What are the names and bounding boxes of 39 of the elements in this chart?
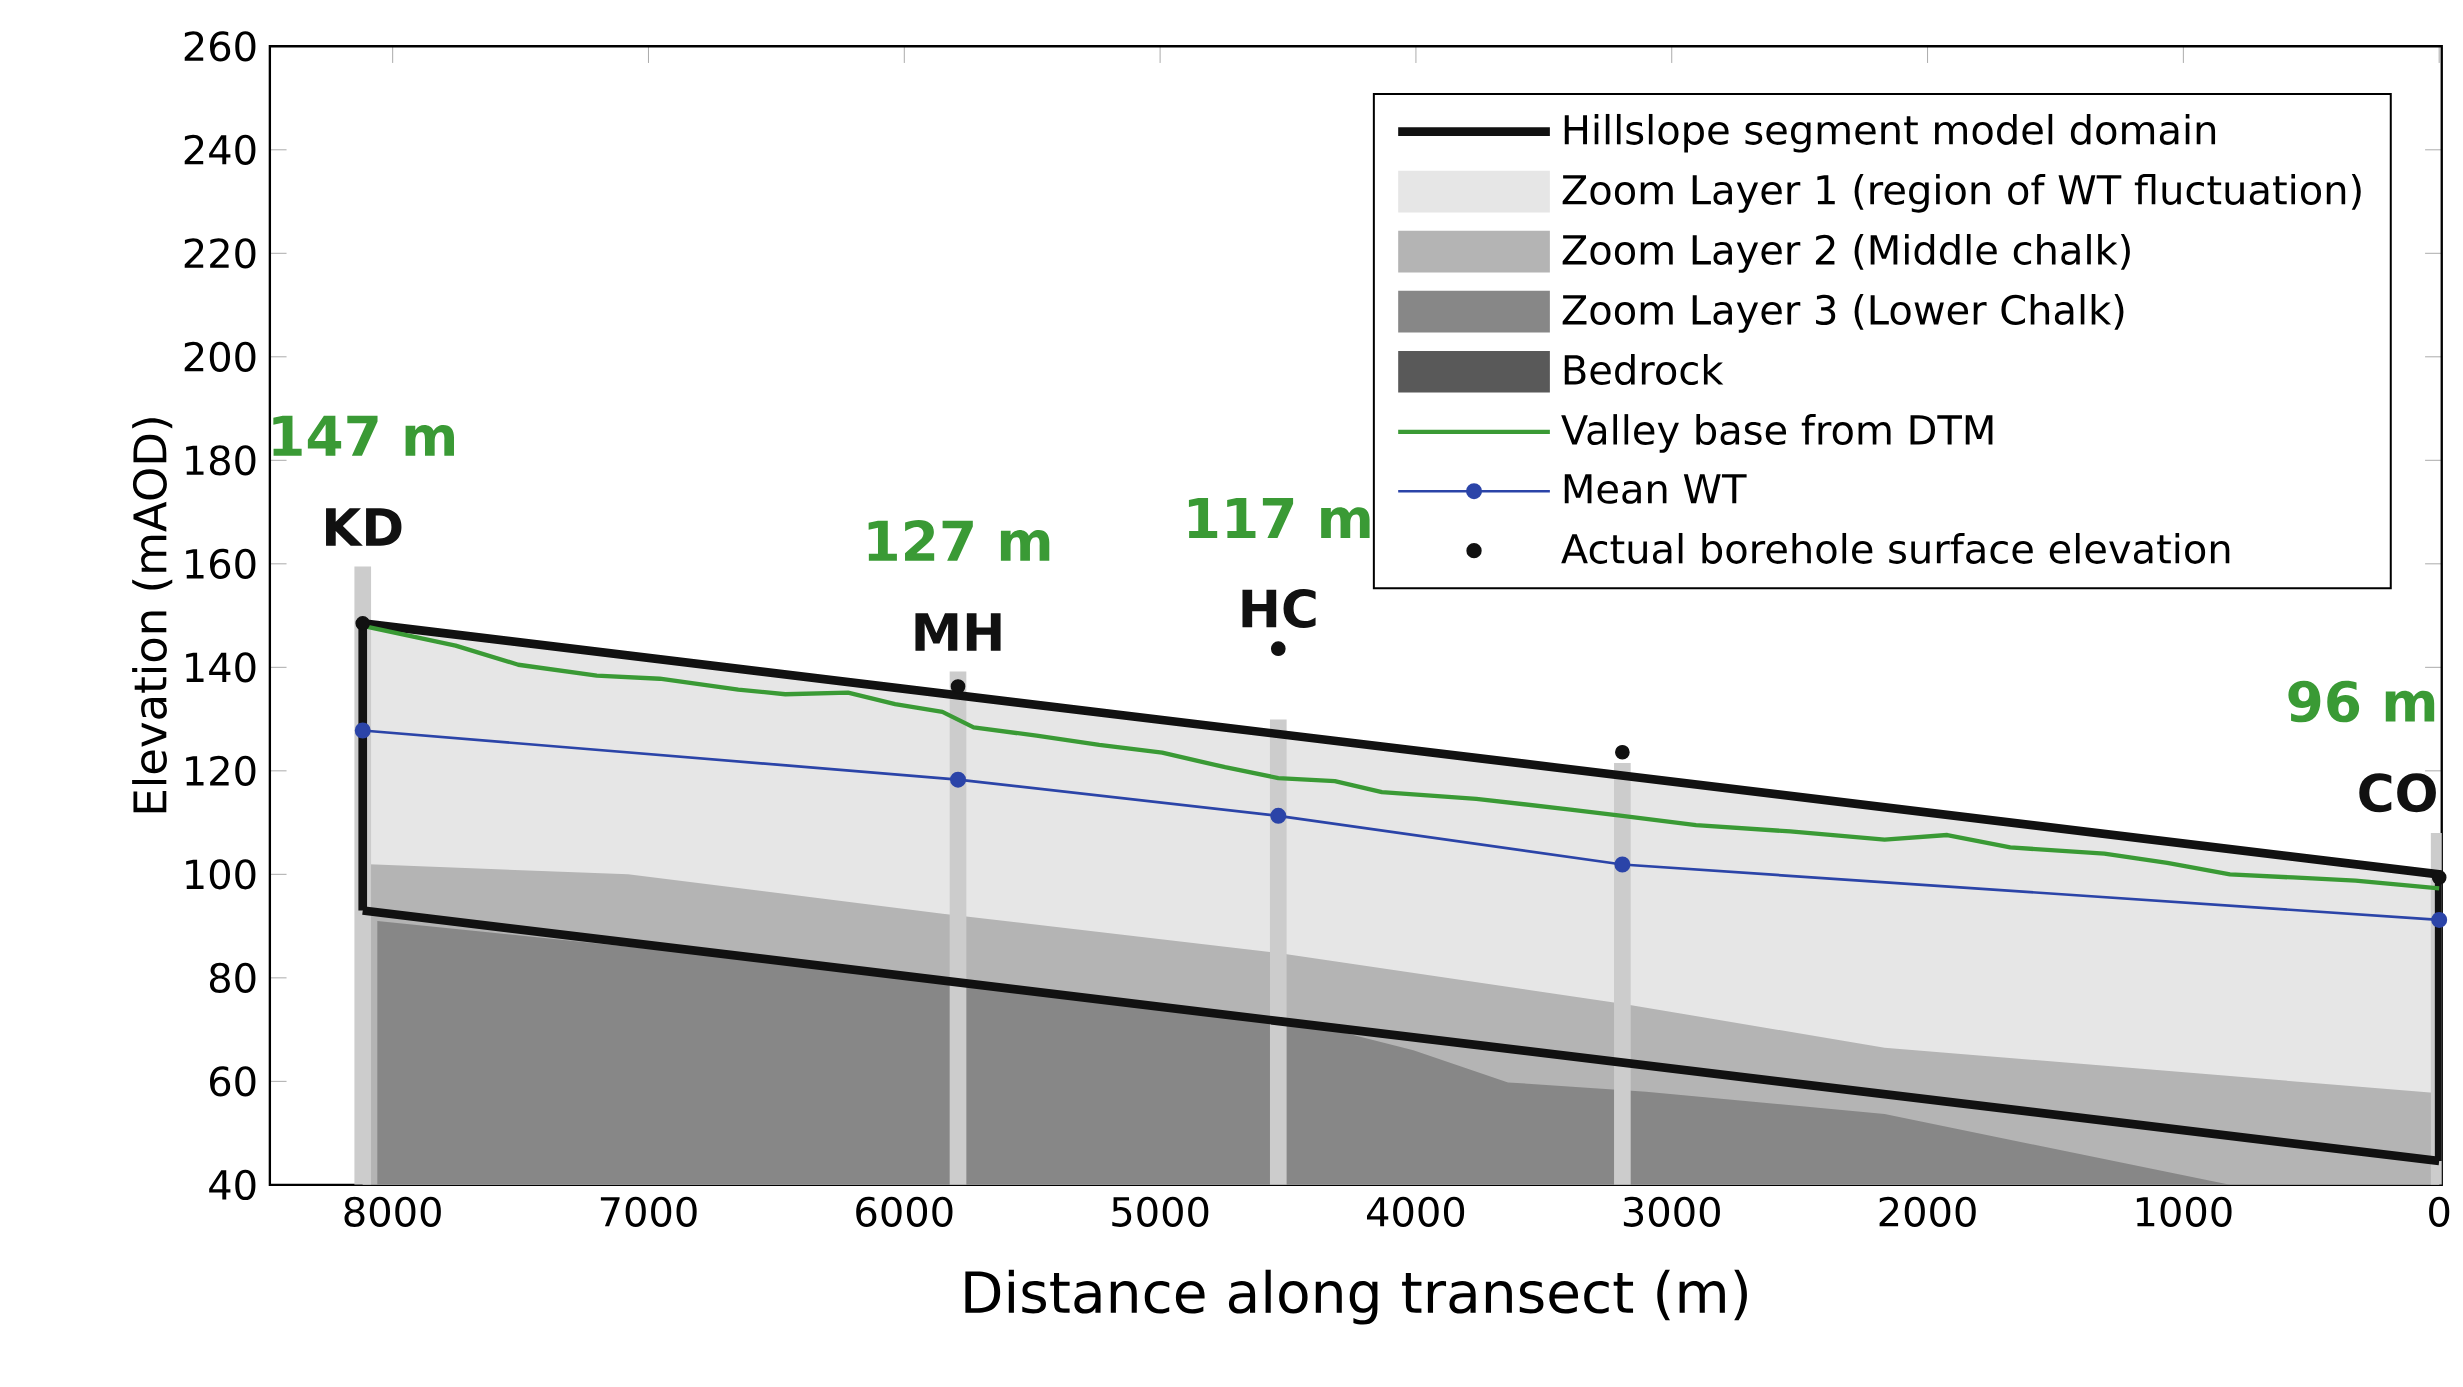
x-tick-label: 7000 — [600, 1196, 697, 1227]
y-tick-label: 240 — [184, 134, 256, 165]
y-tick-label: 200 — [184, 341, 256, 372]
y-tick-label: 160 — [186, 548, 256, 579]
y-tick-label: 100 — [186, 859, 256, 890]
x-tick-label: 1000 — [2136, 1196, 2232, 1227]
annotation: 147 m — [273, 415, 454, 456]
y-tick-label: 80 — [209, 962, 256, 993]
legend-label: Mean WT — [1564, 473, 1747, 504]
annotation: MH — [915, 612, 1001, 651]
y-tick-label: 40 — [209, 1169, 256, 1200]
x-tick-label: 6000 — [856, 1196, 953, 1227]
x-tick-label: 2000 — [1879, 1196, 1976, 1227]
legend-label: Hillslope segment model domain — [1564, 113, 2216, 153]
annotation: CO — [2359, 773, 2436, 813]
x-tick-label: 4000 — [1366, 1196, 1465, 1227]
y-tick-label: 120 — [186, 755, 256, 786]
annotation: KD — [326, 507, 402, 546]
annotation: 117 m — [1188, 497, 1370, 538]
annotation: 127 m — [868, 519, 1050, 561]
legend-label: Zoom Layer 3 (Lower Chalk) — [1562, 293, 2124, 333]
legend-label: Actual borehole surface elevation — [1561, 532, 2230, 564]
x-tick-label: 0 — [2429, 1196, 2450, 1227]
x-tick-label: 8000 — [344, 1196, 441, 1227]
y-tick-label: 60 — [209, 1066, 256, 1097]
y-tick-label: 180 — [186, 444, 256, 476]
y-axis-title: Elevation (mAOD) — [132, 418, 173, 813]
y-tick-label: 260 — [184, 30, 256, 62]
legend-label: Bedrock — [1564, 353, 1724, 385]
legend-label: Zoom Layer 2 (Middle chalk) — [1562, 233, 2130, 273]
x-tick-label: 5000 — [1112, 1196, 1209, 1227]
legend-label: Zoom Layer 1 (region of WT fluctuation) — [1562, 173, 2361, 213]
x-tick-label: 3000 — [1623, 1196, 1720, 1227]
annotation: 96 m — [2288, 680, 2435, 723]
annotation: HC — [1242, 588, 1316, 628]
y-tick-label: 140 — [186, 651, 256, 683]
y-tick-label: 220 — [184, 237, 256, 269]
legend-label: Valley base from DTM — [1561, 413, 1993, 453]
x-axis-title: Distance along transect (m) — [965, 1269, 1747, 1325]
